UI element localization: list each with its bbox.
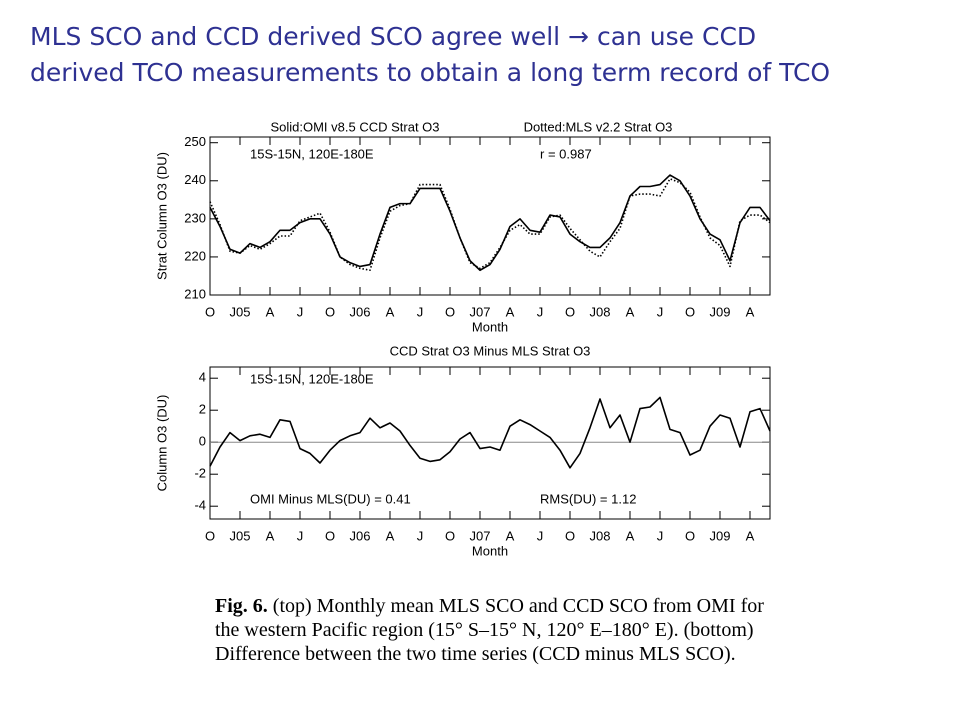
x-tick-label: O <box>445 528 455 543</box>
x-tick-label: A <box>386 304 395 319</box>
chart-title: CCD Strat O3 Minus MLS Strat O3 <box>390 343 591 358</box>
caption-line: Difference between the two time series (… <box>215 643 736 665</box>
x-axis-label: Month <box>472 543 508 558</box>
x-tick-label: J08 <box>590 304 611 319</box>
y-tick-label: 240 <box>184 172 206 187</box>
caption-line: Fig. 6. (top) Monthly mean MLS SCO and C… <box>215 594 764 618</box>
x-tick-label: O <box>205 528 215 543</box>
series-line <box>209 174 771 272</box>
caption-line: the western Pacific region (15° S–15° N,… <box>215 619 754 641</box>
x-tick-label: J <box>657 528 664 543</box>
x-tick-label: J07 <box>470 304 491 319</box>
x-tick-label: J <box>537 304 544 319</box>
legend-entry: Dotted:MLS v2.2 Strat O3 <box>524 119 673 134</box>
legend-entry: Solid:OMI v8.5 CCD Strat O3 <box>270 119 439 134</box>
x-tick-label: J09 <box>710 304 731 319</box>
x-tick-label: J <box>537 528 544 543</box>
x-tick-label: O <box>325 528 335 543</box>
annotation: 15S-15N, 120E-180E <box>250 371 374 386</box>
y-tick-label: 230 <box>184 210 206 225</box>
x-tick-label: J <box>417 528 424 543</box>
annotation: RMS(DU) = 1.12 <box>540 491 636 506</box>
x-tick-label: J08 <box>590 528 611 543</box>
x-tick-label: J07 <box>470 528 491 543</box>
x-tick-label: A <box>626 528 635 543</box>
x-tick-label: O <box>685 304 695 319</box>
series-line <box>209 178 771 272</box>
x-tick-label: J06 <box>350 304 371 319</box>
caption-label: Fig. 6. <box>215 595 268 617</box>
x-tick-label: J <box>297 304 304 319</box>
y-axis-label: Strat Column O3 (DU) <box>154 152 169 280</box>
x-tick-label: J <box>657 304 664 319</box>
plot-frame <box>209 136 771 296</box>
y-tick-label: 2 <box>199 402 206 417</box>
y-axis-label: Column O3 (DU) <box>154 395 169 492</box>
x-tick-label: O <box>565 304 575 319</box>
slide-title: MLS SCO and CCD derived SCO agree well →… <box>30 22 757 51</box>
caption-text: (top) Monthly mean MLS SCO and CCD SCO f… <box>267 595 764 617</box>
x-tick-label: O <box>565 528 575 543</box>
y-tick-label: 210 <box>184 286 206 301</box>
y-tick-label: -4 <box>194 498 206 513</box>
annotation: r = 0.987 <box>540 146 592 161</box>
x-tick-label: J <box>417 304 424 319</box>
y-tick-label: 250 <box>184 134 206 149</box>
x-tick-label: O <box>205 304 215 319</box>
x-tick-label: A <box>626 304 635 319</box>
x-tick-label: A <box>746 304 755 319</box>
x-tick-label: J06 <box>350 528 371 543</box>
x-tick-label: A <box>746 528 755 543</box>
slide-title: derived TCO measurements to obtain a lon… <box>30 58 831 87</box>
x-tick-label: A <box>266 528 275 543</box>
series-line <box>209 396 771 469</box>
x-tick-label: J05 <box>230 304 251 319</box>
x-tick-label: A <box>386 528 395 543</box>
x-tick-label: J09 <box>710 528 731 543</box>
x-tick-label: O <box>445 304 455 319</box>
annotation: 15S-15N, 120E-180E <box>250 146 374 161</box>
x-axis-label: Month <box>472 319 508 334</box>
x-tick-label: A <box>266 304 275 319</box>
x-tick-label: J05 <box>230 528 251 543</box>
plot-frame <box>209 366 771 520</box>
x-tick-label: A <box>506 528 515 543</box>
y-tick-label: 220 <box>184 248 206 263</box>
caption: Fig. 6. (top) Monthly mean MLS SCO and C… <box>215 594 764 666</box>
x-tick-label: A <box>506 304 515 319</box>
y-tick-label: 0 <box>199 434 206 449</box>
x-tick-label: O <box>325 304 335 319</box>
x-tick-label: O <box>685 528 695 543</box>
x-tick-label: J <box>297 528 304 543</box>
y-tick-label: -2 <box>194 466 206 481</box>
annotation: OMI Minus MLS(DU) = 0.41 <box>250 491 411 506</box>
y-tick-label: 4 <box>199 370 206 385</box>
